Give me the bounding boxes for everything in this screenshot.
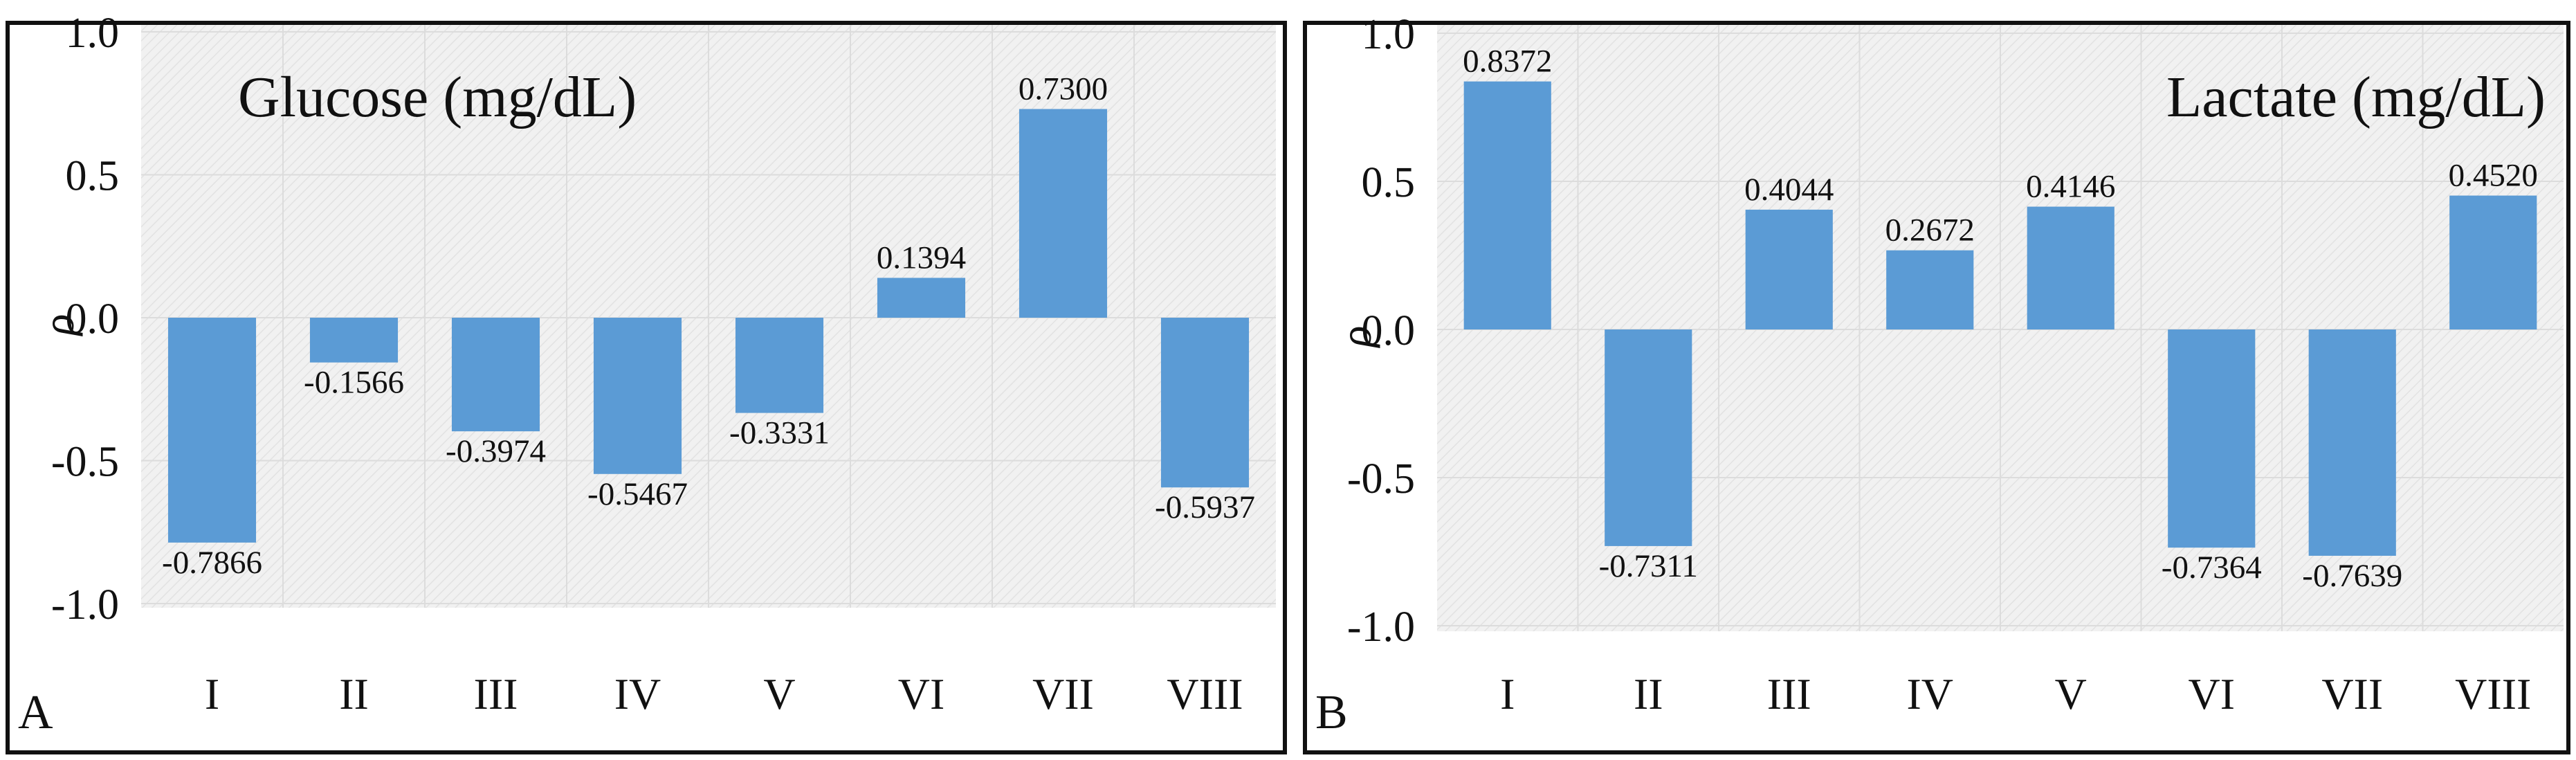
lactate-data-label: -0.7639: [2302, 558, 2402, 594]
lactate-data-label: 0.8372: [1463, 44, 1552, 80]
lactate-x-tick-label: VIII: [2455, 669, 2531, 718]
glucose-chart-title: Glucose (mg/dL): [238, 65, 637, 129]
glucose-y-tick-label: 0.0: [66, 296, 120, 343]
glucose-data-label: -0.3331: [729, 415, 830, 451]
lactate-data-label: 0.2672: [1885, 212, 1975, 248]
lactate-x-tick-label: II: [1634, 669, 1663, 718]
lactate-bar-II: [1605, 329, 1692, 546]
chart-panel-lactate: 1.0 0.5 0.0 -0.5 -1.0 0.8372 I -0.7311 II 0.4044 I…: [1303, 11, 2570, 754]
lactate-y-tick-label: 0.0: [1362, 307, 1416, 354]
glucose-data-label: 0.1394: [877, 239, 966, 275]
glucose-bar-VII: [1018, 109, 1108, 318]
glucose-x-tick-label: VIII: [1167, 669, 1243, 718]
glucose-data-label: -0.1566: [304, 365, 404, 401]
lactate-bar-VII: [2308, 329, 2396, 556]
lactate-bar-V: [2027, 206, 2114, 329]
lactate-bar-III: [1745, 209, 1833, 329]
glucose-y-tick-label: -0.5: [51, 439, 119, 486]
glucose-bar-VI: [877, 278, 966, 318]
glucose-bar-I: [167, 318, 257, 543]
glucose-x-tick-label: V: [763, 669, 795, 718]
lactate-bar-VI: [2168, 329, 2256, 548]
glucose-data-label: -0.5937: [1155, 489, 1255, 525]
glucose-y-tick-label: 0.5: [66, 153, 120, 200]
glucose-x-tick-label: IV: [614, 669, 661, 718]
lactate-x-tick-label: V: [2055, 669, 2087, 718]
glucose-chart-svg: 1.0 0.5 0.0 -0.5 -1.0 -0.7866 I -0.1566 II -0.397…: [18, 10, 1276, 739]
lactate-data-label: 0.4520: [2449, 158, 2538, 194]
glucose-data-label: -0.7866: [162, 545, 262, 581]
lactate-data-label: -0.7364: [2162, 550, 2262, 586]
glucose-bar-III: [451, 318, 540, 432]
glucose-x-tick-label: I: [205, 669, 219, 718]
glucose-x-tick-label: VI: [898, 669, 945, 718]
glucose-y-axis-label: ρ: [34, 314, 83, 337]
lactate-x-tick-label: VII: [2321, 669, 2383, 718]
lactate-chart-svg: 1.0 0.5 0.0 -0.5 -1.0 0.8372 I -0.7311 II 0.4044 I…: [1315, 11, 2564, 739]
glucose-x-tick-label: II: [339, 669, 369, 718]
lactate-y-tick-label: 1.0: [1362, 11, 1416, 58]
glucose-data-label: -0.3974: [446, 433, 546, 469]
glucose-y-tick-label: -1.0: [51, 581, 119, 628]
chart-panel-glucose: 1.0 0.5 0.0 -0.5 -1.0 -0.7866 I -0.1566 II -0.397…: [6, 10, 1287, 754]
lactate-y-tick-label: -1.0: [1347, 604, 1415, 651]
lactate-y-tick-label: 0.5: [1362, 159, 1416, 206]
lactate-y-tick-label: -0.5: [1347, 455, 1415, 503]
glucose-data-label: 0.7300: [1018, 71, 1108, 107]
lactate-x-tick-label: VI: [2188, 669, 2235, 718]
lactate-bar-IV: [1886, 250, 1974, 329]
lactate-data-label: 0.4146: [2026, 169, 2115, 205]
lactate-bar-VIII: [2449, 195, 2537, 329]
lactate-y-axis-label: ρ: [1331, 326, 1380, 349]
glucose-bar-IV: [593, 318, 682, 474]
glucose-x-tick-label: III: [474, 669, 518, 718]
lactate-x-tick-label: III: [1767, 669, 1811, 718]
glucose-bar-II: [309, 318, 399, 363]
glucose-y-tick-label: 1.0: [66, 10, 120, 57]
lactate-x-tick-label: IV: [1906, 669, 1953, 718]
lactate-chart-title: Lactate (mg/dL): [2166, 65, 2546, 129]
lactate-x-tick-label: I: [1500, 669, 1515, 718]
lactate-bar-I: [1463, 81, 1551, 329]
glucose-data-label: -0.5467: [587, 476, 688, 512]
glucose-bar-V: [735, 318, 824, 413]
glucose-bar-VIII: [1160, 318, 1250, 488]
glucose-panel-letter: A: [18, 686, 53, 739]
lactate-data-label: 0.4044: [1744, 172, 1834, 208]
glucose-x-tick-label: VII: [1032, 669, 1094, 718]
lactate-panel-letter: B: [1315, 686, 1348, 739]
lactate-data-label: -0.7311: [1599, 548, 1698, 584]
